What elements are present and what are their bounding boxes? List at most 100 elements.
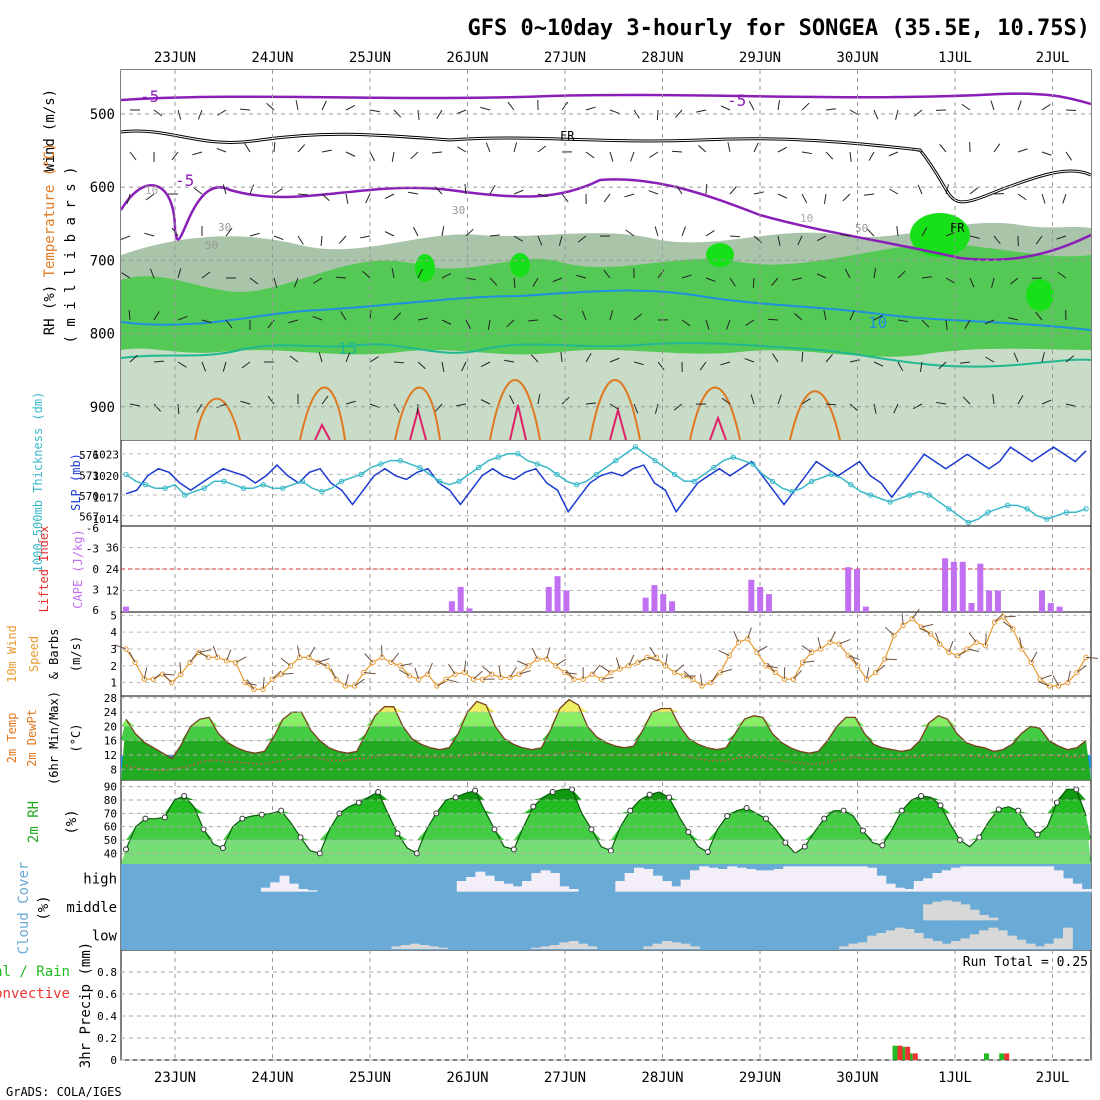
wind-barb-icon (705, 183, 708, 195)
thickness-point (299, 478, 306, 484)
ylabel-precip-1: Total / Rain (0, 964, 70, 980)
cloud-level-label: middle (66, 900, 117, 916)
cloud-bar (755, 870, 766, 892)
cloud-bar (438, 947, 448, 949)
cape-bar (563, 590, 570, 612)
wind-barb-icon (705, 277, 716, 282)
thickness-point (338, 478, 345, 484)
wind-barb-icon (829, 631, 836, 643)
wind-barb-icon (441, 319, 452, 325)
precip-tick-label: 0 (110, 1054, 117, 1067)
cape-bar (123, 606, 129, 612)
thickness-point (319, 488, 325, 495)
wind-barb-icon (585, 151, 595, 159)
cloud-bar (531, 947, 542, 949)
cloud-bar (857, 942, 868, 949)
cape-bar (642, 597, 649, 612)
ylabel-temp-4: (°C) (69, 724, 83, 753)
wind-barb-icon (866, 228, 875, 237)
run-total: Run Total = 0.25 (963, 955, 1088, 970)
wind-barb-icon (143, 667, 148, 680)
wind-barb-icon (600, 665, 611, 673)
slp-tick-label: 1020 (93, 470, 120, 483)
chart-title: GFS 0~10day 3-hourly for SONGEA (35.5E, … (467, 16, 1090, 41)
wind-barb-icon (153, 311, 160, 321)
cloud-bar (708, 867, 719, 892)
precip-bar (897, 1045, 903, 1060)
thickness-point (123, 471, 129, 478)
wind-barb-icon (126, 193, 131, 204)
wind-barb-icon (193, 187, 203, 195)
cloud-bar (1007, 866, 1017, 892)
wind-barb-icon (842, 193, 851, 202)
cloud-bar (559, 886, 570, 892)
rh-tick-label: 80 (104, 794, 117, 807)
wind-barb-icon (313, 277, 323, 284)
thickness-point (632, 444, 639, 450)
wind-barb-icon (700, 673, 703, 686)
precip-bar (907, 1053, 913, 1060)
wind-barb-icon (197, 109, 203, 120)
rh-tick-label: 40 (104, 847, 117, 860)
wind-barb-icon (657, 361, 665, 371)
precip-tick-label: 0.2 (97, 1032, 117, 1045)
cloud-bar (400, 945, 411, 949)
rh-point (821, 815, 828, 822)
ylabel-rh-1: 2m RH (26, 801, 42, 843)
wind-barb-icon (816, 235, 827, 242)
wind-barb-icon (1052, 675, 1060, 687)
wind-barb-icon (705, 230, 715, 237)
temp-tick-label: 16 (104, 735, 117, 748)
mb-tick-label: 500 (90, 107, 115, 123)
thickness-point (182, 492, 188, 498)
thickness-point (828, 471, 835, 478)
cloud-bar (941, 943, 952, 949)
thickness-point (417, 464, 423, 471)
wind-barb-icon (1019, 637, 1023, 650)
cloud-bar (960, 938, 971, 949)
rh-point (1034, 831, 1041, 838)
wind-barb-icon (889, 188, 899, 195)
wind-barb-icon (318, 352, 323, 363)
cloud-bar (531, 873, 542, 892)
cloud-bar (270, 882, 281, 892)
wind-barb-icon (699, 361, 707, 371)
wind-barb-icon (654, 226, 659, 237)
wind-barb-icon (537, 235, 543, 246)
cloud-bar (512, 886, 523, 892)
cloud-bar (997, 930, 1008, 949)
thickness-point (162, 485, 168, 491)
cloud-bar (923, 878, 933, 892)
top-date-label: 2JUL (1036, 50, 1070, 66)
cape-bar (959, 561, 966, 612)
wind-barb-icon (816, 273, 827, 279)
wind-barb-icon (463, 660, 467, 673)
ylabel-upper-air-temp: Temperature (°C) (42, 143, 58, 278)
precip-bar (983, 1053, 989, 1060)
thickness-tick-label: 576 (79, 449, 99, 462)
rh-line (125, 788, 1087, 855)
wind-barb-icon (850, 655, 858, 667)
thickness-point (613, 457, 619, 464)
thickness-point (985, 509, 991, 515)
wind-barb-icon (912, 403, 923, 410)
wind-barb-icon (280, 657, 291, 667)
cloud-bar (1053, 870, 1064, 892)
wind-barb-icon (344, 674, 349, 687)
wind-barb-icon (681, 226, 686, 237)
wind-barb-icon (603, 193, 611, 203)
wind-barb-icon (671, 150, 683, 153)
wind-barb-icon (408, 191, 419, 195)
cloud-bar (624, 873, 635, 892)
rh-point (724, 813, 731, 819)
cloud-bar (1063, 878, 1073, 892)
wind-barb-icon (630, 151, 635, 162)
wind-barb-icon (1085, 656, 1098, 659)
thickness-point (201, 485, 208, 491)
wind-barb-icon (249, 232, 260, 237)
thickness-point (593, 471, 599, 478)
cloud-bar (988, 927, 999, 949)
cloud-bar (456, 881, 467, 892)
rh-point (200, 826, 207, 833)
cloud-bar (736, 867, 747, 892)
